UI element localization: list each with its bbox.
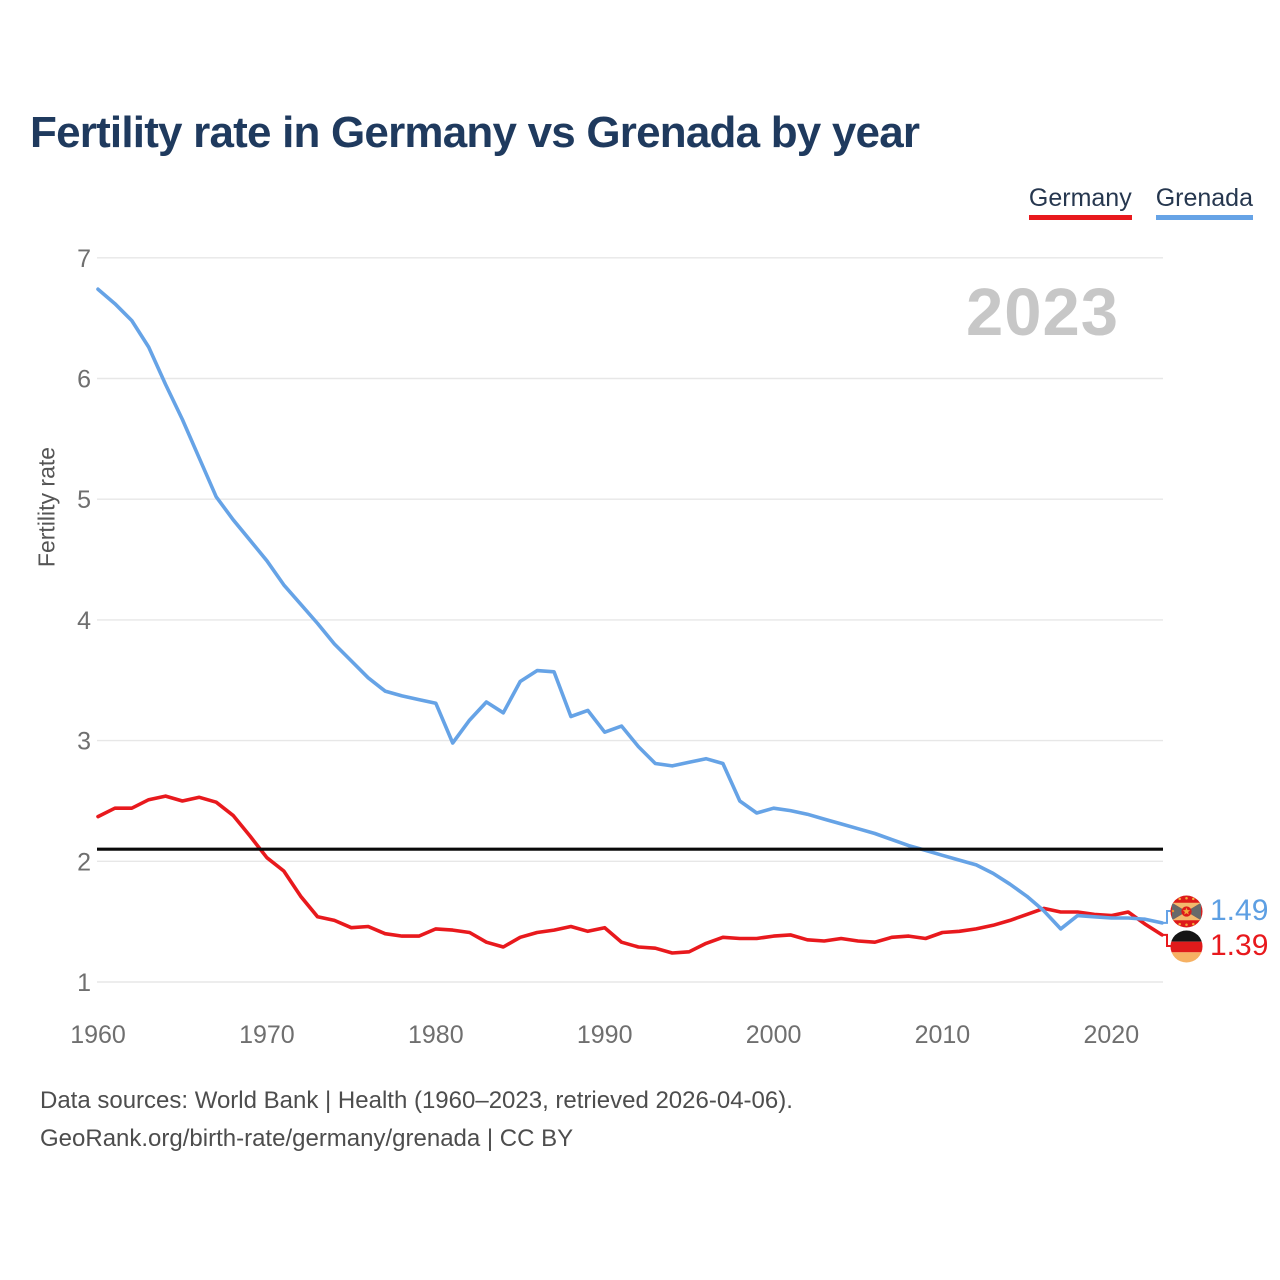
legend-item-germany[interactable]: Germany (1028, 184, 1132, 220)
grenada-end-label: 1.49 (1170, 894, 1268, 928)
y-tick-label: 1 (77, 969, 91, 997)
germany-line (96, 794, 1164, 955)
x-tick-label: 1970 (239, 1021, 295, 1049)
y-tick-label: 5 (77, 486, 91, 514)
page-title: Fertility rate in Germany vs Grenada by … (30, 108, 920, 157)
legend: Germany Grenada (1028, 184, 1253, 220)
footer-source-line: Data sources: World Bank | Health (1960–… (40, 1087, 793, 1114)
germany-end-value: 1.39 (1210, 929, 1269, 962)
y-tick-label: 3 (77, 728, 91, 756)
x-tick-label: 1990 (577, 1021, 633, 1049)
watermark-year: 2023 (966, 275, 1120, 350)
x-tick-label: 1980 (408, 1021, 464, 1049)
grenada-flag-icon (1170, 894, 1203, 928)
x-tick-label: 2000 (746, 1021, 802, 1049)
x-tick-label: 2010 (915, 1021, 971, 1049)
grenada-line (96, 287, 1164, 931)
footer-license-line: GeoRank.org/birth-rate/germany/grenada |… (40, 1125, 574, 1152)
x-tick-label: 2020 (1083, 1021, 1139, 1049)
y-tick-label: 4 (77, 607, 91, 635)
y-tick-label: 7 (77, 245, 91, 273)
legend-item-grenada[interactable]: Grenada (1155, 184, 1253, 220)
grenada-connector-line (1162, 910, 1171, 924)
y-tick-label: 2 (77, 848, 91, 876)
x-tick-label: 1960 (70, 1021, 126, 1049)
grenada-end-value: 1.49 (1210, 894, 1269, 927)
y-tick-label: 6 (77, 366, 91, 394)
germany-connector-line (1162, 933, 1171, 947)
germany-end-label: 1.39 (1170, 929, 1268, 963)
footer: Data sources: World Bank | Health (1960–… (40, 1082, 793, 1158)
germany-flag-icon (1170, 929, 1203, 963)
